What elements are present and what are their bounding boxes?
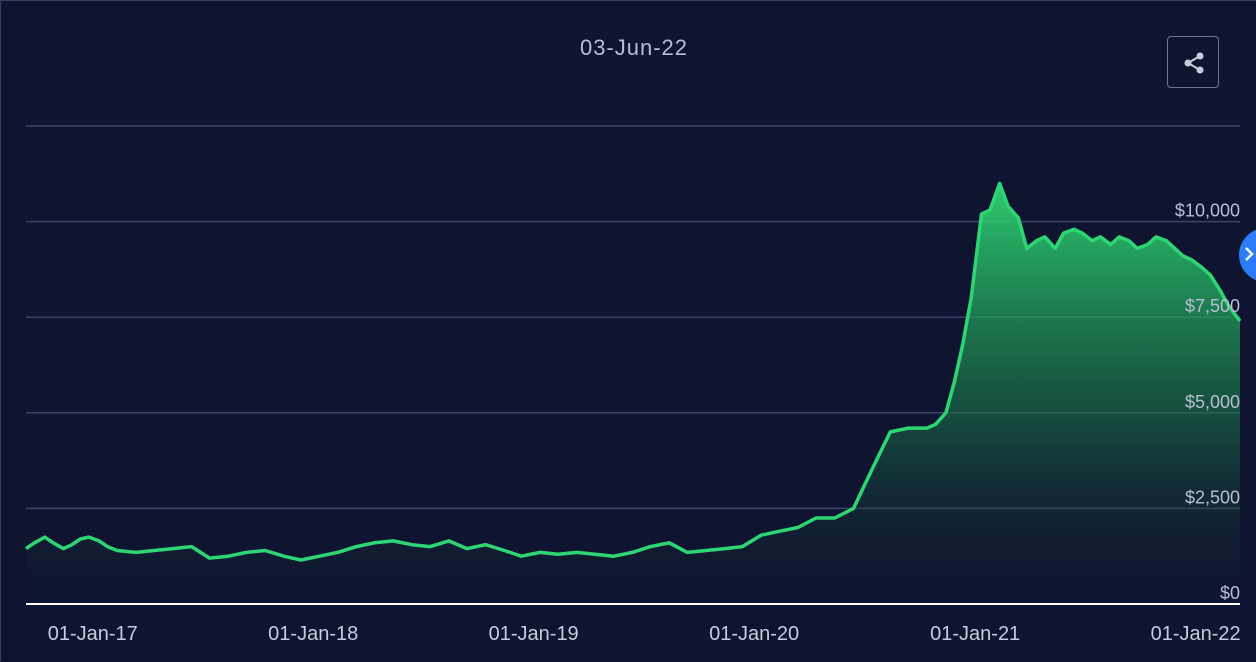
series-area (26, 183, 1240, 604)
y-tick-label: $5,000 (1185, 392, 1240, 412)
y-tick-label: $0 (1220, 583, 1240, 603)
y-tick-label: $2,500 (1185, 487, 1240, 507)
share-icon (1184, 52, 1204, 74)
x-tick-label: 01-Jan-20 (709, 623, 799, 645)
chevron-icon (1245, 247, 1254, 261)
x-tick-label: 01-Jan-21 (930, 623, 1020, 645)
x-tick-label: 01-Jan-22 (1151, 623, 1241, 645)
x-tick-label: 01-Jan-19 (489, 623, 579, 645)
x-tick-label: 01-Jan-18 (268, 623, 358, 645)
share-button[interactable] (1167, 36, 1219, 88)
y-tick-label: $10,000 (1175, 201, 1240, 221)
chart-title: 03-Jun-22 (579, 35, 689, 60)
series-line (25, 181, 1242, 562)
x-tick-label: 01-Jan-17 (48, 623, 138, 645)
y-tick-label: $7,500 (1185, 296, 1240, 316)
hover-marker[interactable] (1239, 228, 1256, 282)
